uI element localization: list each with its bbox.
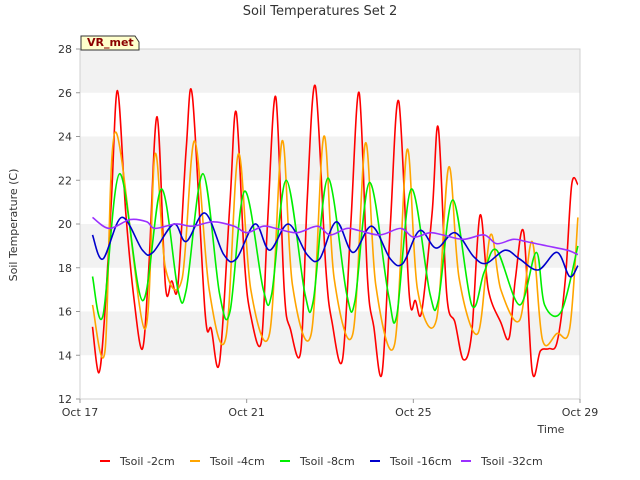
y-tick-label: 14: [58, 349, 72, 362]
y-tick-label: 16: [58, 306, 72, 319]
grid-band: [80, 49, 580, 93]
legend: Tsoil -2cm Tsoil -4cm Tsoil -8cm Tsoil -16c…: [100, 455, 543, 468]
x-tick-label: Oct 21: [228, 406, 265, 419]
y-tick-label: 28: [58, 43, 72, 56]
x-tick-label: Oct 17: [62, 406, 99, 419]
grid-band: [80, 311, 580, 356]
series-layer: [91, 84, 579, 378]
x-tick-label: Oct 25: [395, 406, 432, 419]
y-tick-label: 12: [58, 393, 72, 406]
series-line-0: [91, 84, 579, 378]
grid-band: [80, 92, 580, 137]
series-line-1: [91, 131, 579, 359]
legend-label: Tsoil -2cm: [119, 455, 175, 468]
series-line-4: [92, 216, 579, 256]
legend-label: Tsoil -4cm: [209, 455, 265, 468]
x-axis: Oct 17 Oct 21 Oct 25 Oct 29: [62, 399, 599, 419]
badge-box: [80, 35, 140, 51]
legend-label: Tsoil -8cm: [299, 455, 355, 468]
x-axis-label: Time: [537, 423, 565, 436]
y-tick-label: 18: [58, 262, 72, 275]
series-line-2: [91, 172, 579, 324]
y-axis-label: Soil Temperature (C): [7, 169, 20, 282]
y-tick-label: 22: [58, 174, 72, 187]
badge-label: VR_met: [87, 36, 134, 49]
grid-band: [80, 136, 580, 181]
x-tick-label: Oct 29: [562, 406, 599, 419]
grid-band: [80, 267, 580, 312]
legend-label: Tsoil -32cm: [480, 455, 543, 468]
chart-title: Soil Temperatures Set 2: [243, 4, 398, 19]
y-axis: 12 14 16 18 20 22 24 26 28: [58, 43, 80, 406]
y-tick-label: 20: [58, 218, 72, 231]
y-tick-label: 26: [58, 87, 72, 100]
legend-label: Tsoil -16cm: [389, 455, 452, 468]
vr-met-badge: VR_met: [80, 35, 140, 51]
grid-band: [80, 355, 580, 399]
y-tick-label: 24: [58, 131, 72, 144]
